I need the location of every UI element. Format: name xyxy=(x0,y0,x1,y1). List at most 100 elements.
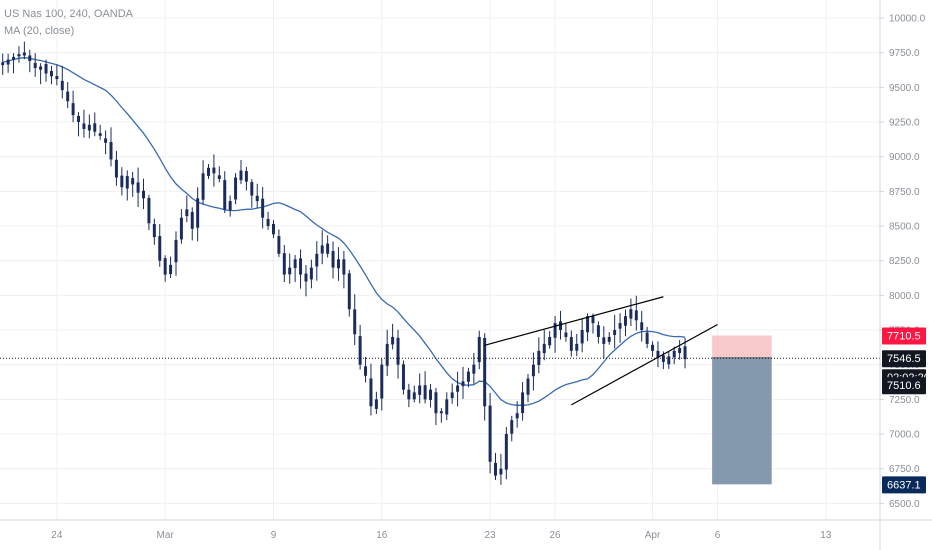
indicator-label[interactable]: MA (20, close) xyxy=(4,25,75,37)
candle xyxy=(271,220,275,238)
target-price-tag: 6637.1 xyxy=(887,479,921,491)
candle xyxy=(580,319,584,353)
current-price-tag-bg xyxy=(882,350,926,368)
candle xyxy=(445,392,449,421)
candle xyxy=(645,326,649,349)
candle xyxy=(131,172,135,197)
candle-body xyxy=(407,389,411,400)
candle xyxy=(358,324,362,370)
candle-body xyxy=(282,253,286,275)
candle xyxy=(17,46,21,63)
take-profit-zone xyxy=(712,357,772,485)
candle xyxy=(320,230,324,265)
candle-body xyxy=(667,356,671,365)
candle xyxy=(152,218,156,245)
candle xyxy=(477,330,481,370)
candle-body xyxy=(71,103,75,116)
y-tick-label: 8750.0 xyxy=(889,187,920,198)
wedge-lower-line xyxy=(571,323,718,406)
candle xyxy=(385,329,389,377)
price-axis[interactable]: 6500.06750.07000.07250.07500.07750.08000… xyxy=(879,0,926,550)
candle-body xyxy=(553,323,557,338)
candle-body xyxy=(212,167,216,174)
candle xyxy=(569,330,573,357)
x-tick-label: 9 xyxy=(271,530,277,541)
candle xyxy=(450,383,454,404)
y-tick-label: 8000.0 xyxy=(889,291,920,302)
candle-body xyxy=(613,330,617,336)
candle-body xyxy=(336,259,340,269)
candle xyxy=(196,187,200,242)
candle-body xyxy=(423,385,427,400)
candle-body xyxy=(499,468,503,475)
candle-body xyxy=(656,350,660,358)
candle-body xyxy=(401,364,405,390)
candle xyxy=(526,374,530,403)
symbol-label[interactable]: US Nas 100, 240, OANDA xyxy=(4,8,134,20)
candle-body xyxy=(44,63,48,74)
y-tick-label: 9250.0 xyxy=(889,118,920,129)
candle xyxy=(136,167,140,208)
candle-body xyxy=(234,177,238,200)
candle-body xyxy=(158,236,162,261)
candle-body xyxy=(526,378,530,395)
candle xyxy=(607,332,611,345)
candle-body xyxy=(87,124,91,131)
candle xyxy=(380,359,384,411)
candle-body xyxy=(391,336,395,345)
candle xyxy=(466,367,470,388)
time-axis[interactable]: 24 Mar 9 16 23 26 Apr 6 13 xyxy=(0,519,932,541)
candle xyxy=(369,363,373,416)
y-tick-label: 10000.0 xyxy=(889,14,926,25)
candle-body xyxy=(504,434,508,470)
candle-body xyxy=(456,385,460,392)
candle xyxy=(331,241,335,279)
candle xyxy=(104,130,108,155)
candle-body xyxy=(217,175,221,179)
x-tick-label: 26 xyxy=(550,530,562,541)
candle-body xyxy=(136,182,140,193)
candle-body xyxy=(537,350,541,365)
candle-body xyxy=(683,346,687,360)
candle-body xyxy=(483,337,487,407)
candle xyxy=(456,371,460,407)
candle xyxy=(548,331,552,349)
candle-body xyxy=(1,62,5,66)
chart-legend: US Nas 100, 240, OANDA MA (20, close) xyxy=(4,6,133,40)
candle-body xyxy=(109,142,113,160)
candle-body xyxy=(591,316,595,324)
candle-body xyxy=(418,385,422,395)
candle-body xyxy=(342,259,346,275)
candle xyxy=(12,53,16,74)
candle xyxy=(293,255,297,283)
candle xyxy=(1,53,5,75)
y-tick-label: 6750.0 xyxy=(889,464,920,475)
candle xyxy=(28,49,32,73)
candle-body xyxy=(347,273,351,310)
candle xyxy=(326,235,330,258)
candle-body xyxy=(28,55,32,62)
candle xyxy=(347,269,351,317)
candle-body xyxy=(602,337,606,344)
candle-body xyxy=(179,217,183,240)
candle xyxy=(169,256,173,278)
candle xyxy=(158,224,162,267)
candle-body xyxy=(271,223,275,235)
candle xyxy=(623,309,627,337)
stop-loss-zone xyxy=(712,335,772,358)
candle xyxy=(82,109,86,138)
stop-price-tag-bg xyxy=(882,327,926,345)
candle xyxy=(60,65,64,99)
candle xyxy=(266,211,270,230)
candle-body xyxy=(510,420,514,434)
candle xyxy=(250,179,254,208)
candle-body xyxy=(488,405,492,462)
candle xyxy=(391,323,395,350)
short-position-tool[interactable] xyxy=(712,335,772,485)
candle-body xyxy=(445,399,449,415)
x-tick-label: 23 xyxy=(485,530,497,541)
candle-body xyxy=(412,392,416,400)
wedge-trendlines[interactable] xyxy=(484,296,718,406)
candle-body xyxy=(429,389,433,400)
